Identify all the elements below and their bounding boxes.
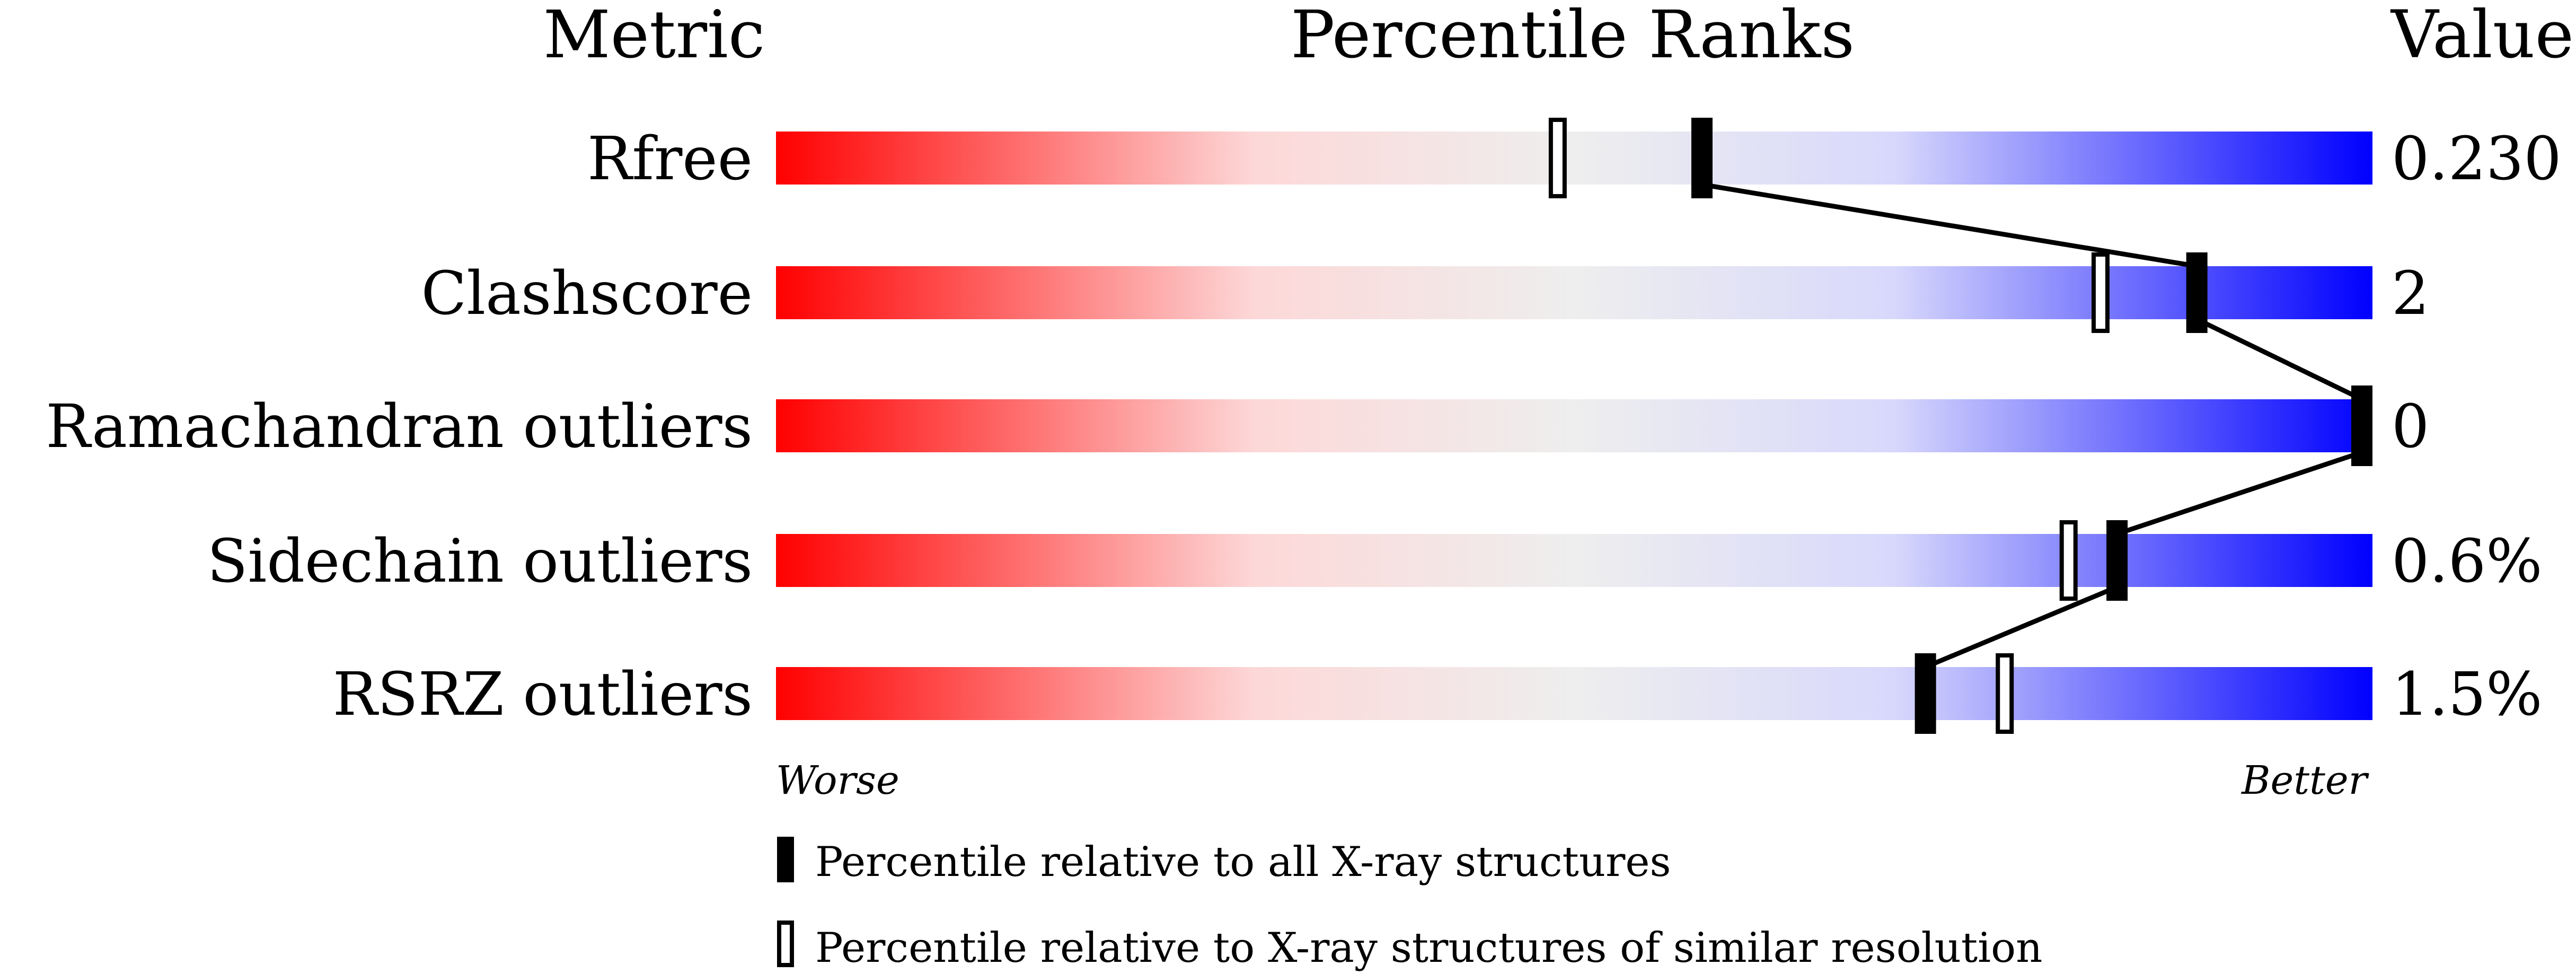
legend-open-marker xyxy=(777,921,794,967)
metric-value: 0.6% xyxy=(2392,527,2543,596)
percentile-bar xyxy=(776,266,2372,319)
similar-resolution-marker xyxy=(2059,520,2078,601)
connector-line xyxy=(1701,182,2198,269)
legend-filled-marker xyxy=(777,837,794,882)
percentile-bar xyxy=(776,399,2372,452)
metric-label: RSRZ outliers xyxy=(333,660,753,729)
all-structures-marker xyxy=(1691,118,1713,198)
metric-label: Ramachandran outliers xyxy=(46,392,753,461)
value-header: Value xyxy=(2390,0,2574,73)
metric-label: Rfree xyxy=(587,125,753,194)
metric-value: 0 xyxy=(2392,392,2429,461)
similar-resolution-marker xyxy=(1996,653,2014,734)
worse-label: Worse xyxy=(776,758,899,803)
all-structures-marker xyxy=(2186,252,2208,333)
metric-header: Metric xyxy=(543,0,765,73)
metric-value: 1.5% xyxy=(2392,660,2543,729)
legend-open-label: Percentile relative to X-ray structures … xyxy=(815,924,2042,972)
all-structures-marker xyxy=(1915,653,1936,734)
better-label: Better xyxy=(2240,758,2369,803)
connector-line xyxy=(2116,450,2363,537)
metric-value: 0.230 xyxy=(2392,125,2562,194)
percentile-bar xyxy=(776,667,2372,720)
all-structures-marker xyxy=(2106,520,2128,601)
metric-label: Clashscore xyxy=(421,259,753,328)
connector-line xyxy=(2195,317,2363,402)
similar-resolution-marker xyxy=(2091,252,2110,333)
percentile-ranks-header: Percentile Ranks xyxy=(1291,0,1855,73)
all-structures-marker xyxy=(2351,385,2372,466)
metric-label: Sidechain outliers xyxy=(207,527,753,596)
percentile-bar xyxy=(776,132,2372,185)
legend-filled-label: Percentile relative to all X-ray structu… xyxy=(815,838,1671,886)
connector-line xyxy=(1924,584,2118,670)
similar-resolution-marker xyxy=(1548,118,1567,198)
metric-value: 2 xyxy=(2392,259,2429,328)
percentile-bar xyxy=(776,534,2372,587)
